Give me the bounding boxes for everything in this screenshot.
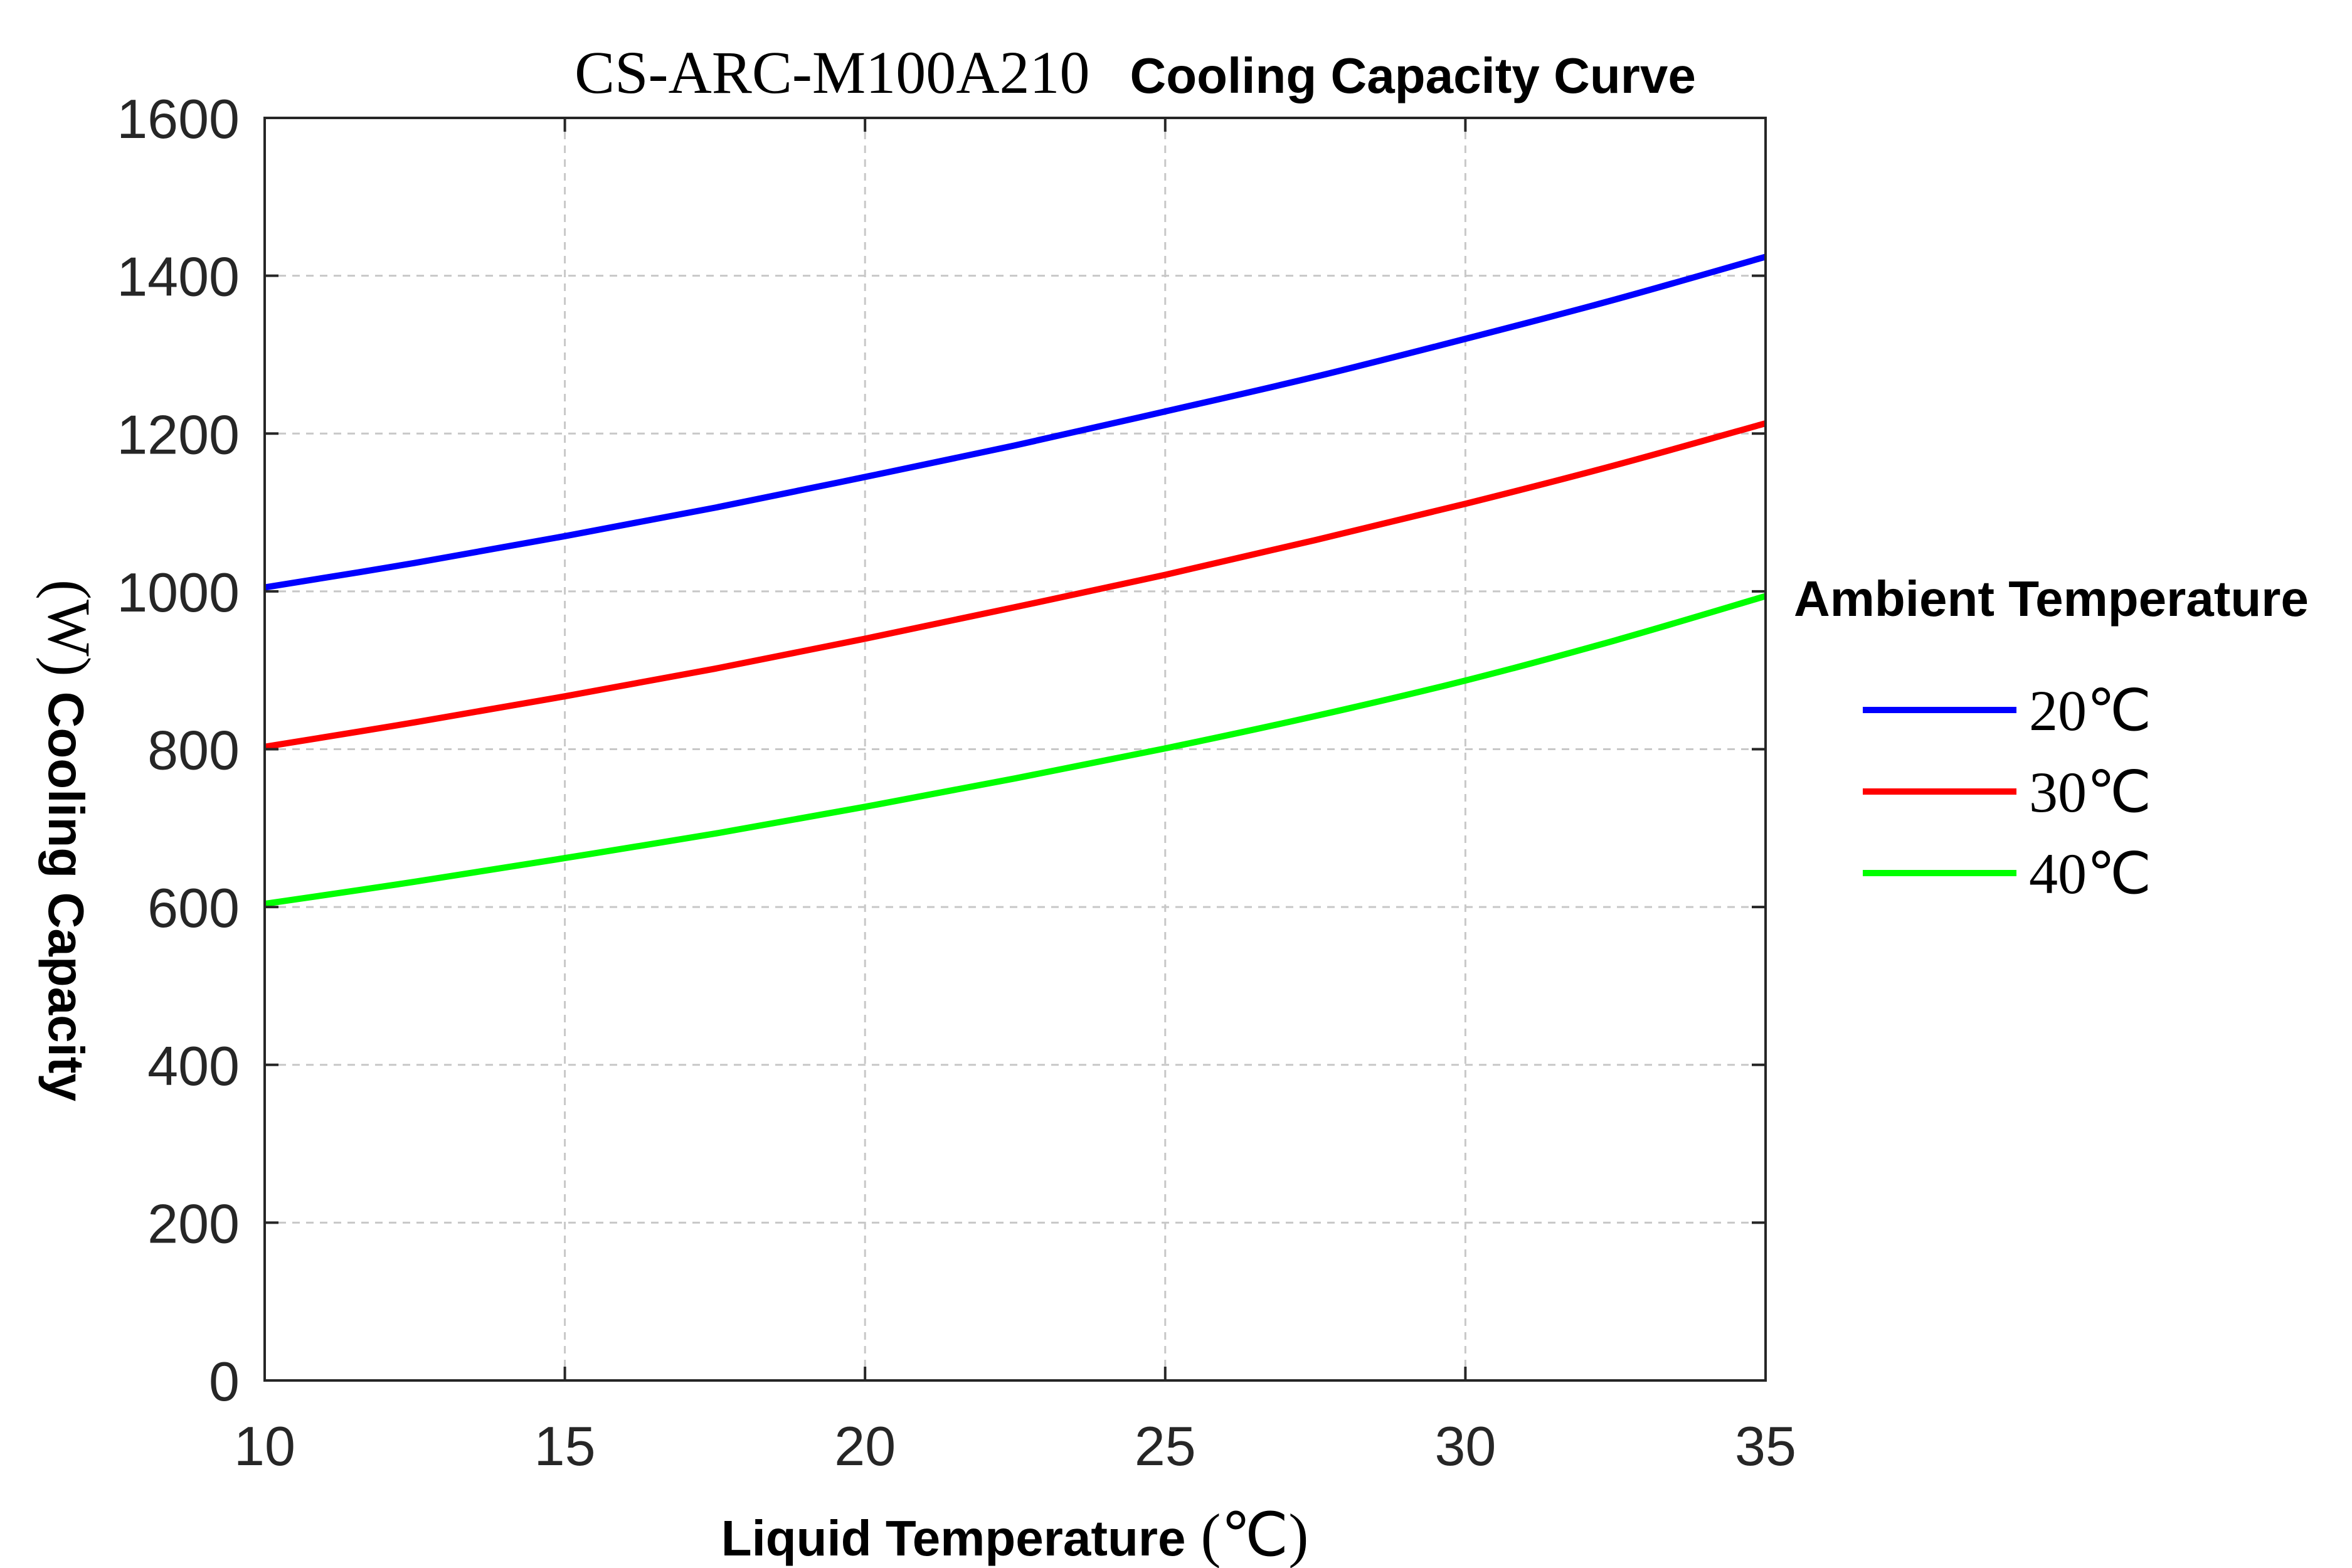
y-tick-label: 600: [147, 877, 240, 939]
x-axis-label: Liquid Temperature (℃): [721, 1502, 1309, 1568]
chart-title-text: Cooling Capacity Curve: [1130, 48, 1696, 103]
y-tick-label: 200: [147, 1192, 240, 1254]
series-lines: [264, 253, 1767, 908]
y-tick-label: 800: [147, 719, 240, 781]
series-2-point: [1615, 640, 1616, 641]
series-2-point: [1165, 748, 1166, 749]
series-2-point: [714, 833, 716, 834]
series-1-point: [864, 638, 866, 639]
series-0-point: [564, 536, 566, 537]
series-2-point: [564, 857, 566, 859]
y-axis-label: (W) Cooling Capacity: [36, 580, 103, 1101]
series-0-point: [864, 476, 866, 477]
series-0-point: [1165, 411, 1166, 412]
series-0-point: [1015, 445, 1016, 446]
series-1-point: [1165, 574, 1166, 575]
series-2-point: [414, 881, 415, 882]
y-tick-label: 1200: [117, 403, 240, 465]
legend: 20℃ 30℃ 40℃: [1863, 679, 2151, 906]
legend-label-0: 20℃: [2029, 679, 2151, 743]
series-1-point: [1315, 539, 1316, 541]
series-2-point: [864, 806, 866, 807]
series-1-point: [1615, 465, 1616, 466]
series-line-0: [264, 253, 1767, 591]
x-tick-label: 20: [834, 1415, 896, 1477]
series-1-point: [1465, 503, 1466, 504]
series-0-point: [1465, 338, 1466, 339]
y-axis-label-unit: (W): [36, 580, 103, 677]
y-tick-label: 1000: [117, 561, 240, 623]
series-0-point: [714, 507, 716, 509]
y-tick-label: 0: [209, 1350, 240, 1412]
y-tick-label: 1600: [117, 88, 240, 150]
x-tick-label: 10: [234, 1415, 295, 1477]
x-tick-label: 25: [1135, 1415, 1196, 1477]
x-tick-label: 30: [1434, 1415, 1496, 1477]
series-1-point: [714, 668, 716, 669]
series-2-point: [1465, 680, 1466, 681]
axis-ticks: 10 15 20 25 30 35 0 200 400 600 800 1000 1200 1400 160…: [117, 88, 1796, 1477]
legend-title: Ambient Temperature: [1794, 571, 2309, 627]
grid: [265, 118, 1766, 1380]
series-1-point: [1015, 607, 1016, 608]
chart-title: CS-ARC-M100A210 Cooling Capacity Curve: [575, 39, 1696, 106]
legend-label-2: 40℃: [2029, 842, 2151, 906]
y-tick-label: 1400: [117, 246, 240, 308]
x-axis-label-unit: (℃): [1201, 1502, 1309, 1568]
y-axis-label-text: Cooling Capacity: [38, 692, 94, 1102]
series-2-point: [1015, 778, 1016, 779]
series-2-point: [1315, 716, 1316, 717]
series-0-point: [414, 563, 415, 564]
series-0-point: [1315, 376, 1316, 378]
x-axis-label-text: Liquid Temperature: [721, 1510, 1186, 1566]
legend-label-1: 30℃: [2029, 760, 2151, 824]
series-0-point: [1615, 299, 1616, 300]
y-tick-label: 400: [147, 1035, 240, 1097]
x-tick-label: 15: [534, 1415, 596, 1477]
series-1-point: [564, 696, 566, 697]
series-line-1: [264, 420, 1767, 750]
series-line-2: [264, 593, 1767, 908]
x-tick-label: 35: [1735, 1415, 1796, 1477]
chart-title-model: CS-ARC-M100A210: [575, 39, 1089, 106]
series-1-point: [414, 722, 415, 723]
